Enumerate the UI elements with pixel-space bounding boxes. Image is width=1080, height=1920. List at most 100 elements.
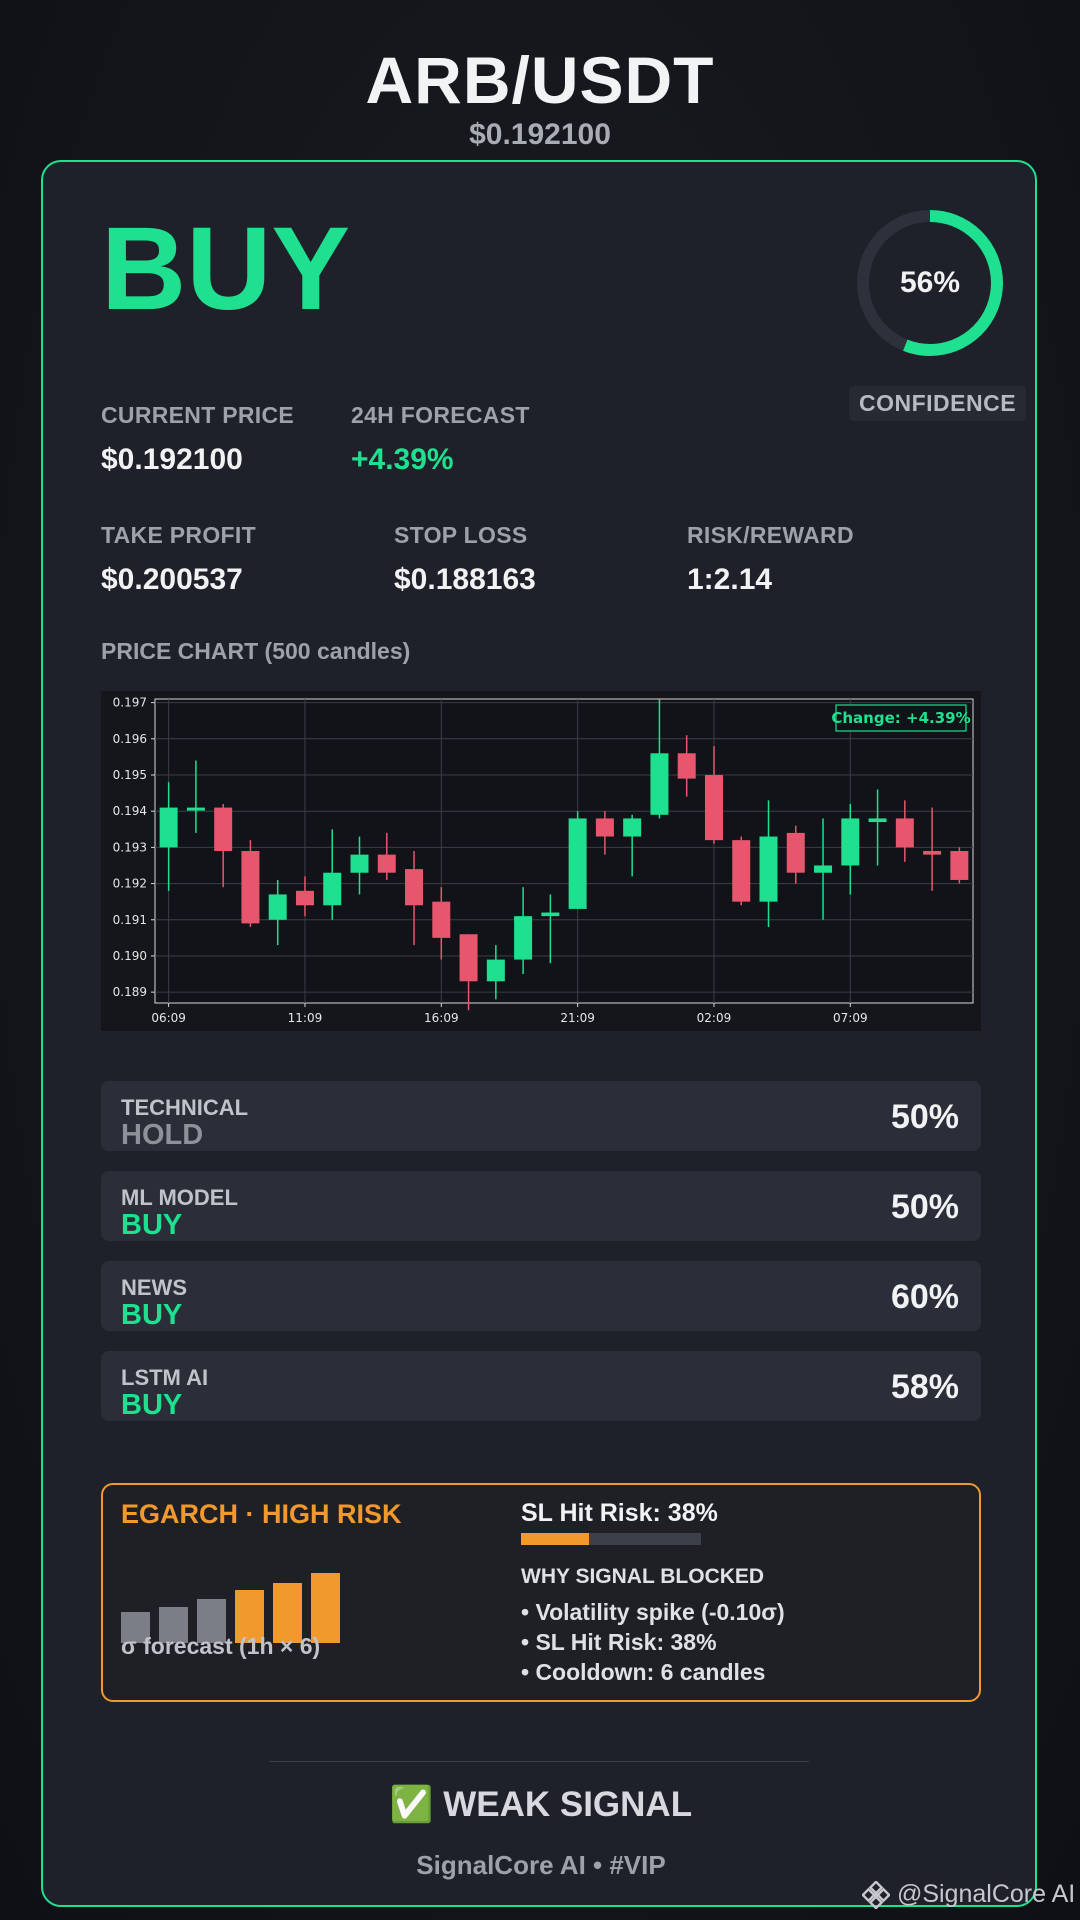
y-tick-label: 0.189 <box>113 985 147 999</box>
component-row-technical: TECHNICAL HOLD 50% <box>101 1081 981 1151</box>
candle-body <box>923 851 942 855</box>
sl-hit-risk-bar <box>521 1533 701 1545</box>
risk-reward-value: 1:2.14 <box>687 563 773 596</box>
candle-body <box>704 775 723 841</box>
candle-body <box>895 818 914 848</box>
risk-reward-label: RISK/REWARD <box>687 522 854 548</box>
watermark-text: @SignalCore AI <box>896 1880 1076 1908</box>
component-percent: 50% <box>890 1188 959 1226</box>
reason-item: • Volatility spike (-0.10σ) <box>521 1599 785 1625</box>
sl-hit-risk-label: SL Hit Risk: 38% <box>521 1499 718 1527</box>
stop-loss-value: $0.188163 <box>394 563 536 596</box>
component-row-ml-model: ML MODEL BUY 50% <box>101 1171 981 1241</box>
x-tick-label: 06:09 <box>151 1011 186 1025</box>
gauge-arc <box>857 210 1003 356</box>
candle-body <box>486 959 505 982</box>
why-blocked-title: WHY SIGNAL BLOCKED <box>521 1565 765 1588</box>
chart-title: PRICE CHART (500 candles) <box>101 638 411 664</box>
binance-logo-icon <box>861 1880 891 1911</box>
y-tick-label: 0.194 <box>113 804 147 818</box>
x-tick-label: 21:09 <box>560 1011 595 1025</box>
sigma-bar <box>159 1607 188 1643</box>
candle-body <box>459 934 478 982</box>
sigma-bar <box>273 1583 302 1643</box>
blocked-reasons: • Volatility spike (-0.10σ) • SL Hit Ris… <box>521 1597 785 1687</box>
price-chart: 0.197 0.196 0.195 0.194 0.193 0.192 0.191 0.190… <box>101 691 981 1031</box>
candle-body <box>868 818 887 823</box>
candle-body <box>323 872 342 906</box>
x-tick-label: 02:09 <box>697 1011 732 1025</box>
x-tick-label: 07:09 <box>833 1011 868 1025</box>
risk-title: EGARCH · HIGH RISK <box>121 1499 402 1529</box>
component-row-lstm-ai: LSTM AI BUY 58% <box>101 1351 981 1421</box>
y-tick-label: 0.196 <box>113 732 147 746</box>
signal-strength: ✅ WEAK SIGNAL <box>389 1785 693 1824</box>
candle-body <box>786 832 805 873</box>
candle-body <box>650 753 669 815</box>
candle-body <box>295 890 314 906</box>
candle-body <box>595 818 614 837</box>
y-tick-label: 0.191 <box>113 913 147 927</box>
y-tick-label: 0.197 <box>113 696 147 710</box>
candle-body <box>950 851 969 880</box>
component-percent: 60% <box>890 1278 959 1316</box>
confidence-gauge: 56% <box>855 208 1005 358</box>
take-profit-label: TAKE PROFIT <box>101 522 256 548</box>
sl-hit-risk-fill <box>521 1533 590 1545</box>
metric-risk-reward: RISK/REWARD 1:2.14 <box>687 522 854 597</box>
metric-take-profit: TAKE PROFIT $0.200537 <box>101 522 256 597</box>
candle-body <box>350 854 369 873</box>
candle-body <box>814 865 833 873</box>
component-signal: BUY <box>121 1299 183 1331</box>
component-percent: 58% <box>890 1368 959 1406</box>
take-profit-value: $0.200537 <box>101 563 243 596</box>
candle-body <box>268 894 287 920</box>
candle-body <box>541 912 560 917</box>
component-label: LSTM AI <box>121 1365 209 1390</box>
metric-stop-loss: STOP LOSS $0.188163 <box>394 522 536 597</box>
reason-item: • SL Hit Risk: 38% <box>521 1629 717 1655</box>
candle-body <box>623 818 642 837</box>
candle-body <box>214 807 233 851</box>
confidence-value: 56% <box>899 266 961 299</box>
metric-forecast: 24H FORECAST +4.39% <box>351 402 530 477</box>
candle-body <box>514 916 533 960</box>
signal-label: BUY <box>101 203 351 335</box>
sigma-forecast-label: σ forecast (1h × 6) <box>121 1633 321 1659</box>
sigma-bar <box>311 1573 340 1643</box>
reason-item: • Cooldown: 6 candles <box>521 1659 766 1685</box>
candle-body <box>568 818 587 909</box>
change-annotation-box <box>835 704 967 732</box>
component-signal: HOLD <box>121 1119 204 1151</box>
divider <box>269 1761 809 1762</box>
watermark: @SignalCore AI <box>861 1880 1076 1911</box>
pair-title: ARB/USDT <box>365 43 715 117</box>
candle-body <box>841 818 860 866</box>
candle-body <box>159 807 178 848</box>
component-label: NEWS <box>121 1275 187 1300</box>
candle-body <box>677 753 696 779</box>
component-label: ML MODEL <box>121 1185 238 1210</box>
component-signal: BUY <box>121 1209 183 1241</box>
candle-body <box>377 854 396 873</box>
risk-panel: EGARCH · HIGH RISK σ forecast (1h × 6) S… <box>101 1483 981 1702</box>
y-tick-label: 0.193 <box>113 840 147 854</box>
candle-body <box>432 901 451 938</box>
candle-body <box>186 807 205 811</box>
current-price-label: CURRENT PRICE <box>101 402 295 428</box>
header-price: $0.192100 <box>469 118 611 151</box>
y-tick-label: 0.195 <box>113 768 147 782</box>
confidence-gauge-ring <box>857 210 1003 356</box>
sigma-forecast-bars <box>121 1553 361 1643</box>
signal-card: BUY 56% CONFIDENCE CURRENT PRICE $0.1921… <box>41 160 1037 1907</box>
candle-body <box>759 836 778 902</box>
sigma-bar <box>121 1612 150 1643</box>
sigma-bar <box>197 1599 226 1643</box>
forecast-label: 24H FORECAST <box>351 402 530 428</box>
component-signal: BUY <box>121 1389 183 1421</box>
candle-body <box>405 869 424 906</box>
stop-loss-label: STOP LOSS <box>394 522 528 548</box>
sigma-bar <box>235 1590 264 1643</box>
change-annotation: Change: +4.39% <box>831 709 970 727</box>
y-tick-label: 0.192 <box>113 877 147 891</box>
